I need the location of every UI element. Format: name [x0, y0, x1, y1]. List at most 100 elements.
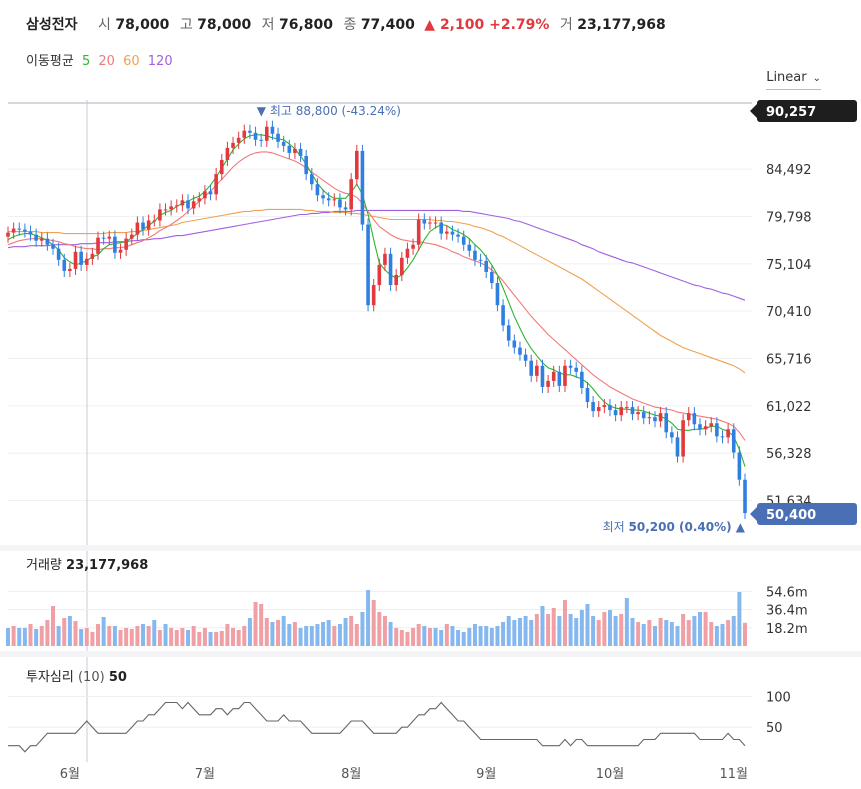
- candle-body: [670, 432, 674, 438]
- volume-bar: [141, 624, 146, 646]
- candle-body: [405, 248, 410, 258]
- candle-body: [17, 228, 22, 230]
- volume-bar: [529, 620, 534, 646]
- candle-body: [113, 236, 117, 253]
- volume-bar: [360, 612, 365, 646]
- volume-bar: [461, 632, 466, 646]
- volume-panel-title: 거래량 23,177,968: [26, 554, 148, 573]
- candle-body: [641, 412, 646, 419]
- candle-body: [231, 142, 235, 148]
- price-tick-label: 70,410: [766, 305, 812, 320]
- volume-bar: [540, 606, 545, 646]
- price-tick-label: 75,104: [766, 258, 812, 273]
- volume-bar: [416, 624, 421, 646]
- volume-tick-label: 18.2m: [766, 622, 808, 637]
- candle-body: [332, 199, 337, 201]
- candle-body: [39, 238, 44, 241]
- volume-bar: [349, 616, 354, 646]
- candle-body: [45, 238, 50, 245]
- volume-bar: [664, 620, 669, 646]
- volume-bar: [287, 624, 292, 646]
- volume-bar: [39, 626, 44, 646]
- candle-body: [51, 244, 55, 249]
- candle-body: [355, 150, 359, 180]
- candle-body: [636, 412, 640, 415]
- candle-body: [478, 259, 483, 261]
- volume-bar: [56, 626, 61, 646]
- moving-average-legend: 이동평균 5 20 60 120: [26, 50, 173, 69]
- volume-bar: [743, 622, 747, 646]
- candle-body: [349, 179, 353, 210]
- candle-body: [338, 199, 342, 208]
- volume-bar: [596, 620, 601, 646]
- volume-bar: [124, 628, 129, 646]
- ma20-line: [7, 151, 746, 441]
- volume-bar: [472, 624, 477, 646]
- candle-body: [613, 410, 618, 416]
- volume-bar: [624, 598, 629, 646]
- volume-bar: [304, 626, 309, 646]
- candle-body: [84, 258, 89, 265]
- volume-bar: [501, 622, 506, 646]
- volume-bar: [101, 617, 106, 646]
- volume-title: 거래량: [26, 558, 62, 573]
- candle-body: [360, 150, 365, 225]
- high-value: 78,000: [197, 17, 252, 33]
- candle-body: [484, 260, 489, 272]
- candle-body: [692, 413, 697, 425]
- candle-body: [383, 253, 387, 265]
- candle-body: [62, 259, 67, 271]
- ma-20-label[interactable]: 20: [98, 54, 115, 69]
- candle-body: [737, 452, 742, 480]
- volume-bar: [562, 600, 567, 646]
- volume-bar: [45, 620, 50, 646]
- candle-body: [512, 340, 517, 348]
- volume-bar: [433, 628, 438, 646]
- x-tick-label: 7월: [195, 767, 215, 782]
- candle-body: [557, 371, 562, 386]
- volume-bar: [427, 628, 432, 646]
- candle-body: [326, 198, 331, 201]
- candle-body: [79, 251, 83, 265]
- volume-bar: [394, 628, 399, 646]
- candle-body: [585, 387, 590, 403]
- ma-5-label[interactable]: 5: [81, 54, 91, 69]
- volume-bar: [219, 631, 224, 646]
- volume-bar: [129, 629, 134, 646]
- ma-120-label[interactable]: 120: [147, 54, 173, 69]
- candle-body: [400, 257, 404, 275]
- candle-body: [321, 195, 325, 199]
- candle-body: [56, 248, 61, 260]
- ma-60-label[interactable]: 60: [123, 54, 140, 69]
- scale-selector[interactable]: Linear ⌄: [766, 68, 821, 90]
- ma120-line: [7, 209, 746, 301]
- volume-bar: [169, 628, 174, 646]
- candle-body: [596, 407, 601, 412]
- candle-body: [580, 371, 584, 388]
- volume-bar: [692, 616, 697, 646]
- volume-bar: [703, 612, 708, 646]
- volume-bar: [6, 628, 10, 646]
- candle-body: [731, 429, 736, 453]
- candle-body: [248, 130, 252, 133]
- candle-body: [163, 209, 168, 211]
- candle-body: [394, 274, 398, 286]
- candle-body: [34, 234, 38, 241]
- low-label: 저: [261, 17, 275, 33]
- candle-body: [11, 228, 16, 233]
- candle-body: [743, 479, 747, 513]
- volume-bar: [191, 626, 196, 646]
- volume-bar: [202, 628, 207, 646]
- psychology-tick-label: 100: [766, 690, 791, 705]
- volume-bar: [146, 626, 151, 646]
- volume-bar: [506, 616, 511, 646]
- volume-bar: [208, 632, 213, 646]
- candle-body: [416, 219, 421, 245]
- volume-bar: [709, 622, 714, 646]
- candle-body: [518, 347, 522, 355]
- volume-bar: [270, 622, 275, 646]
- candle-body: [698, 424, 702, 430]
- price-badge-top: 90,257: [750, 100, 857, 122]
- candle-body: [146, 220, 151, 230]
